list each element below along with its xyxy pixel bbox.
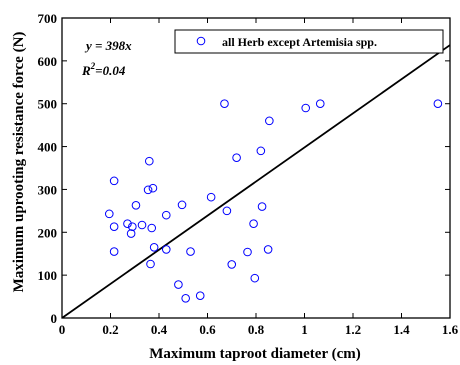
data-point: [104, 209, 114, 219]
plot-layer: [62, 44, 450, 318]
x-tick-label: 1.4: [393, 322, 410, 337]
data-point: [250, 273, 260, 283]
data-point: [161, 210, 171, 220]
fit-line: [62, 44, 450, 318]
data-point: [265, 116, 274, 126]
axis-layer: 0 0.2 0.4 0.6 0.8 1 1.2 1.4 1.6 0 100 200 300 400 500 6…: [38, 11, 459, 337]
x-tick-label: 0.2: [102, 322, 118, 337]
data-point: [148, 183, 158, 193]
data-point: [174, 280, 183, 289]
data-point: [123, 219, 132, 229]
r-squared-exponent: 2: [90, 61, 96, 71]
equation-annotation: y = 398x: [84, 38, 132, 53]
data-point: [145, 156, 154, 166]
x-axis-title: Maximum taproot diameter (cm): [149, 346, 360, 362]
x-tick-label: 1.6: [442, 322, 459, 337]
data-point: [227, 260, 237, 269]
legend-label: all Herb except Artemisia spp.: [222, 35, 377, 49]
y-tick-label: 200: [38, 225, 58, 240]
data-point: [232, 153, 241, 163]
data-point: [301, 103, 311, 113]
x-tick-label: 0: [59, 322, 66, 337]
y-tick-label: 500: [38, 97, 58, 112]
data-point: [109, 222, 119, 232]
r-squared-annotation: R2=0.04: [81, 61, 126, 78]
data-point: [147, 223, 157, 233]
data-point: [243, 247, 252, 257]
data-point: [126, 229, 136, 238]
y-tick-label: 400: [38, 140, 58, 155]
data-point: [177, 200, 187, 210]
r-squared-symbol: R: [81, 63, 91, 78]
data-point: [315, 99, 325, 109]
data-point: [137, 220, 147, 230]
data-point: [181, 293, 190, 303]
legend: all Herb except Artemisia spp.: [174, 29, 444, 54]
data-point: [128, 222, 137, 232]
data-point: [109, 176, 119, 186]
legend-marker: [196, 36, 206, 46]
y-axis-title: Maximum uprooting resistance force (N): [11, 32, 27, 293]
data-point: [131, 200, 141, 210]
data-point: [161, 245, 171, 254]
data-point: [256, 146, 266, 156]
data-point: [222, 206, 232, 216]
data-point: [186, 247, 195, 256]
data-point: [149, 242, 159, 252]
data-point: [206, 192, 216, 202]
data-point: [143, 185, 153, 195]
y-tick-label: 0: [51, 311, 58, 326]
data-point: [249, 219, 258, 229]
x-tick-label: 1: [301, 322, 308, 337]
data-point: [109, 247, 119, 256]
x-tick-label: 0.8: [248, 322, 265, 337]
y-tick-label: 700: [38, 11, 58, 26]
plot-frame: [61, 17, 451, 319]
data-point: [220, 99, 229, 109]
legend-box: [174, 29, 444, 54]
x-tick-label: 1.2: [345, 322, 361, 337]
data-point: [195, 291, 205, 301]
y-tick-label: 100: [38, 268, 58, 283]
data-point: [263, 245, 273, 254]
r-squared-value: =0.04: [95, 63, 126, 78]
data-point: [257, 202, 267, 211]
y-tick-label: 600: [38, 54, 58, 69]
y-tick-label: 300: [38, 182, 58, 197]
data-point: [433, 99, 443, 109]
data-point: [146, 259, 155, 269]
x-tick-label: 0.4: [151, 322, 168, 337]
x-tick-label: 0.6: [199, 322, 216, 337]
